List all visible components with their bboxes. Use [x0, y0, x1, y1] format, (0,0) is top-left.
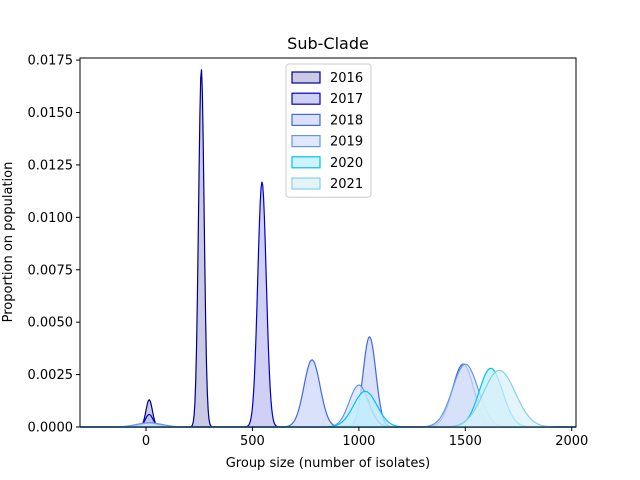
- plot-frame: [79, 57, 577, 428]
- y-tick-label: 0.0075: [28, 263, 74, 278]
- y-tick-label: 0.0125: [28, 158, 74, 173]
- legend-label-2016: 2016: [330, 71, 363, 86]
- legend-swatch-2021: [291, 177, 321, 190]
- legend-label-2019: 2019: [330, 135, 363, 150]
- legend-swatch-2017: [291, 92, 321, 105]
- y-tick-label: 0.0175: [28, 54, 74, 69]
- y-axis-label: Proportion on population: [1, 162, 16, 323]
- y-tick-label: 0.0025: [28, 368, 74, 383]
- x-tick-label: 1000: [342, 434, 375, 449]
- x-tick-label: 0: [142, 434, 150, 449]
- x-axis-ticks: 0 500 1000 1500 2000: [142, 427, 588, 449]
- y-tick-label: 0.0000: [28, 421, 74, 436]
- y-axis-ticks: 0.0000 0.0025 0.0050 0.0075 0.0100 0.0125 0.01…: [28, 54, 80, 436]
- legend-label-2021: 2021: [330, 177, 363, 192]
- y-tick-label: 0.0100: [28, 211, 74, 226]
- legend-label-2018: 2018: [330, 113, 363, 128]
- legend-label-2017: 2017: [330, 92, 363, 107]
- legend: 2016 2017 2018 2019 2020 2021: [285, 63, 372, 198]
- x-tick-label: 500: [240, 434, 265, 449]
- y-tick-label: 0.0050: [28, 316, 74, 331]
- legend-swatch-2018: [291, 113, 321, 127]
- x-tick-label: 2000: [555, 434, 588, 449]
- legend-swatch-2020: [291, 156, 321, 169]
- x-axis-label: Group size (number of isolates): [226, 456, 431, 471]
- legend-swatch-2019: [291, 135, 321, 148]
- chart-title: Sub-Clade: [287, 34, 369, 53]
- legend-label-2020: 2020: [330, 156, 363, 171]
- y-tick-label: 0.0150: [28, 106, 74, 121]
- x-tick-label: 1500: [449, 434, 482, 449]
- legend-swatch-2016: [291, 71, 321, 84]
